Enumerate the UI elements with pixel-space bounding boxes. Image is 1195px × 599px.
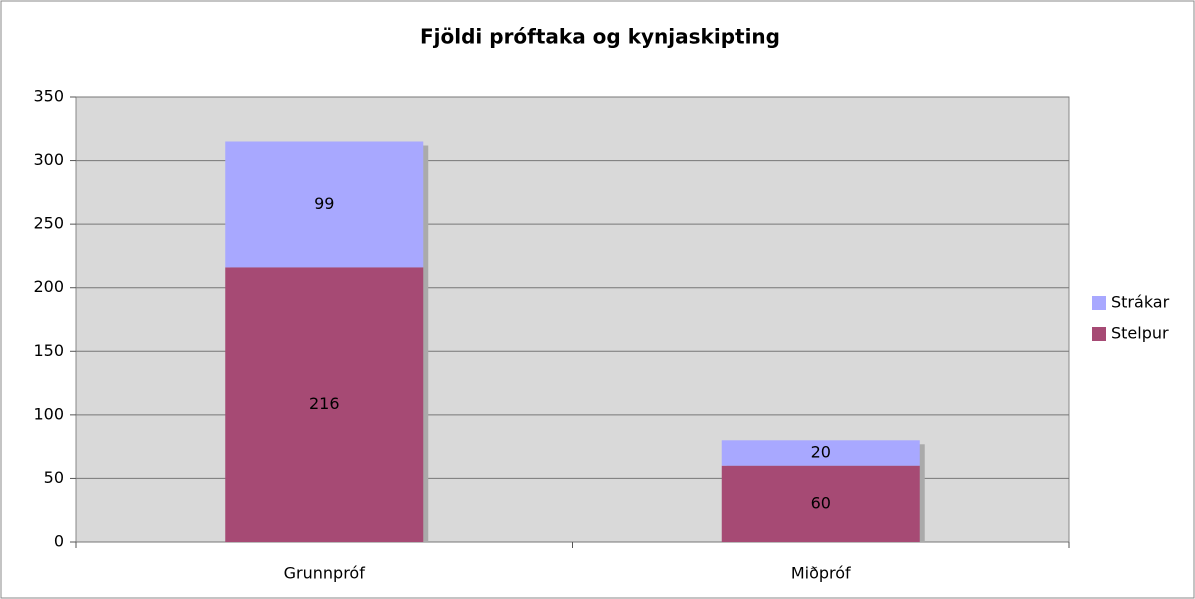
y-tick-label: 100 <box>33 404 64 423</box>
legend-swatch <box>1092 327 1106 341</box>
x-tick-label: Grunnpróf <box>284 564 366 583</box>
y-tick-label: 150 <box>33 341 64 360</box>
legend-label: Stelpur <box>1111 324 1169 343</box>
y-tick-label: 50 <box>44 468 64 487</box>
data-label: 60 <box>811 493 831 512</box>
y-tick-label: 350 <box>33 87 64 106</box>
data-label: 99 <box>314 194 334 213</box>
bar-segment <box>721 440 920 466</box>
bar-segment <box>225 141 424 268</box>
bar-segment <box>721 465 920 542</box>
data-label: 20 <box>811 443 831 462</box>
data-label: 216 <box>309 394 340 413</box>
bar-segment <box>225 267 424 542</box>
chart-title: Fjöldi próftaka og kynjaskipting <box>420 25 780 49</box>
legend-swatch <box>1092 296 1106 310</box>
legend-label: Strákar <box>1111 293 1170 312</box>
y-tick-label: 200 <box>33 277 64 296</box>
y-tick-label: 250 <box>33 214 64 233</box>
x-tick-label: Miðpróf <box>791 564 851 583</box>
y-tick-label: 0 <box>54 532 64 551</box>
y-tick-label: 300 <box>33 150 64 169</box>
